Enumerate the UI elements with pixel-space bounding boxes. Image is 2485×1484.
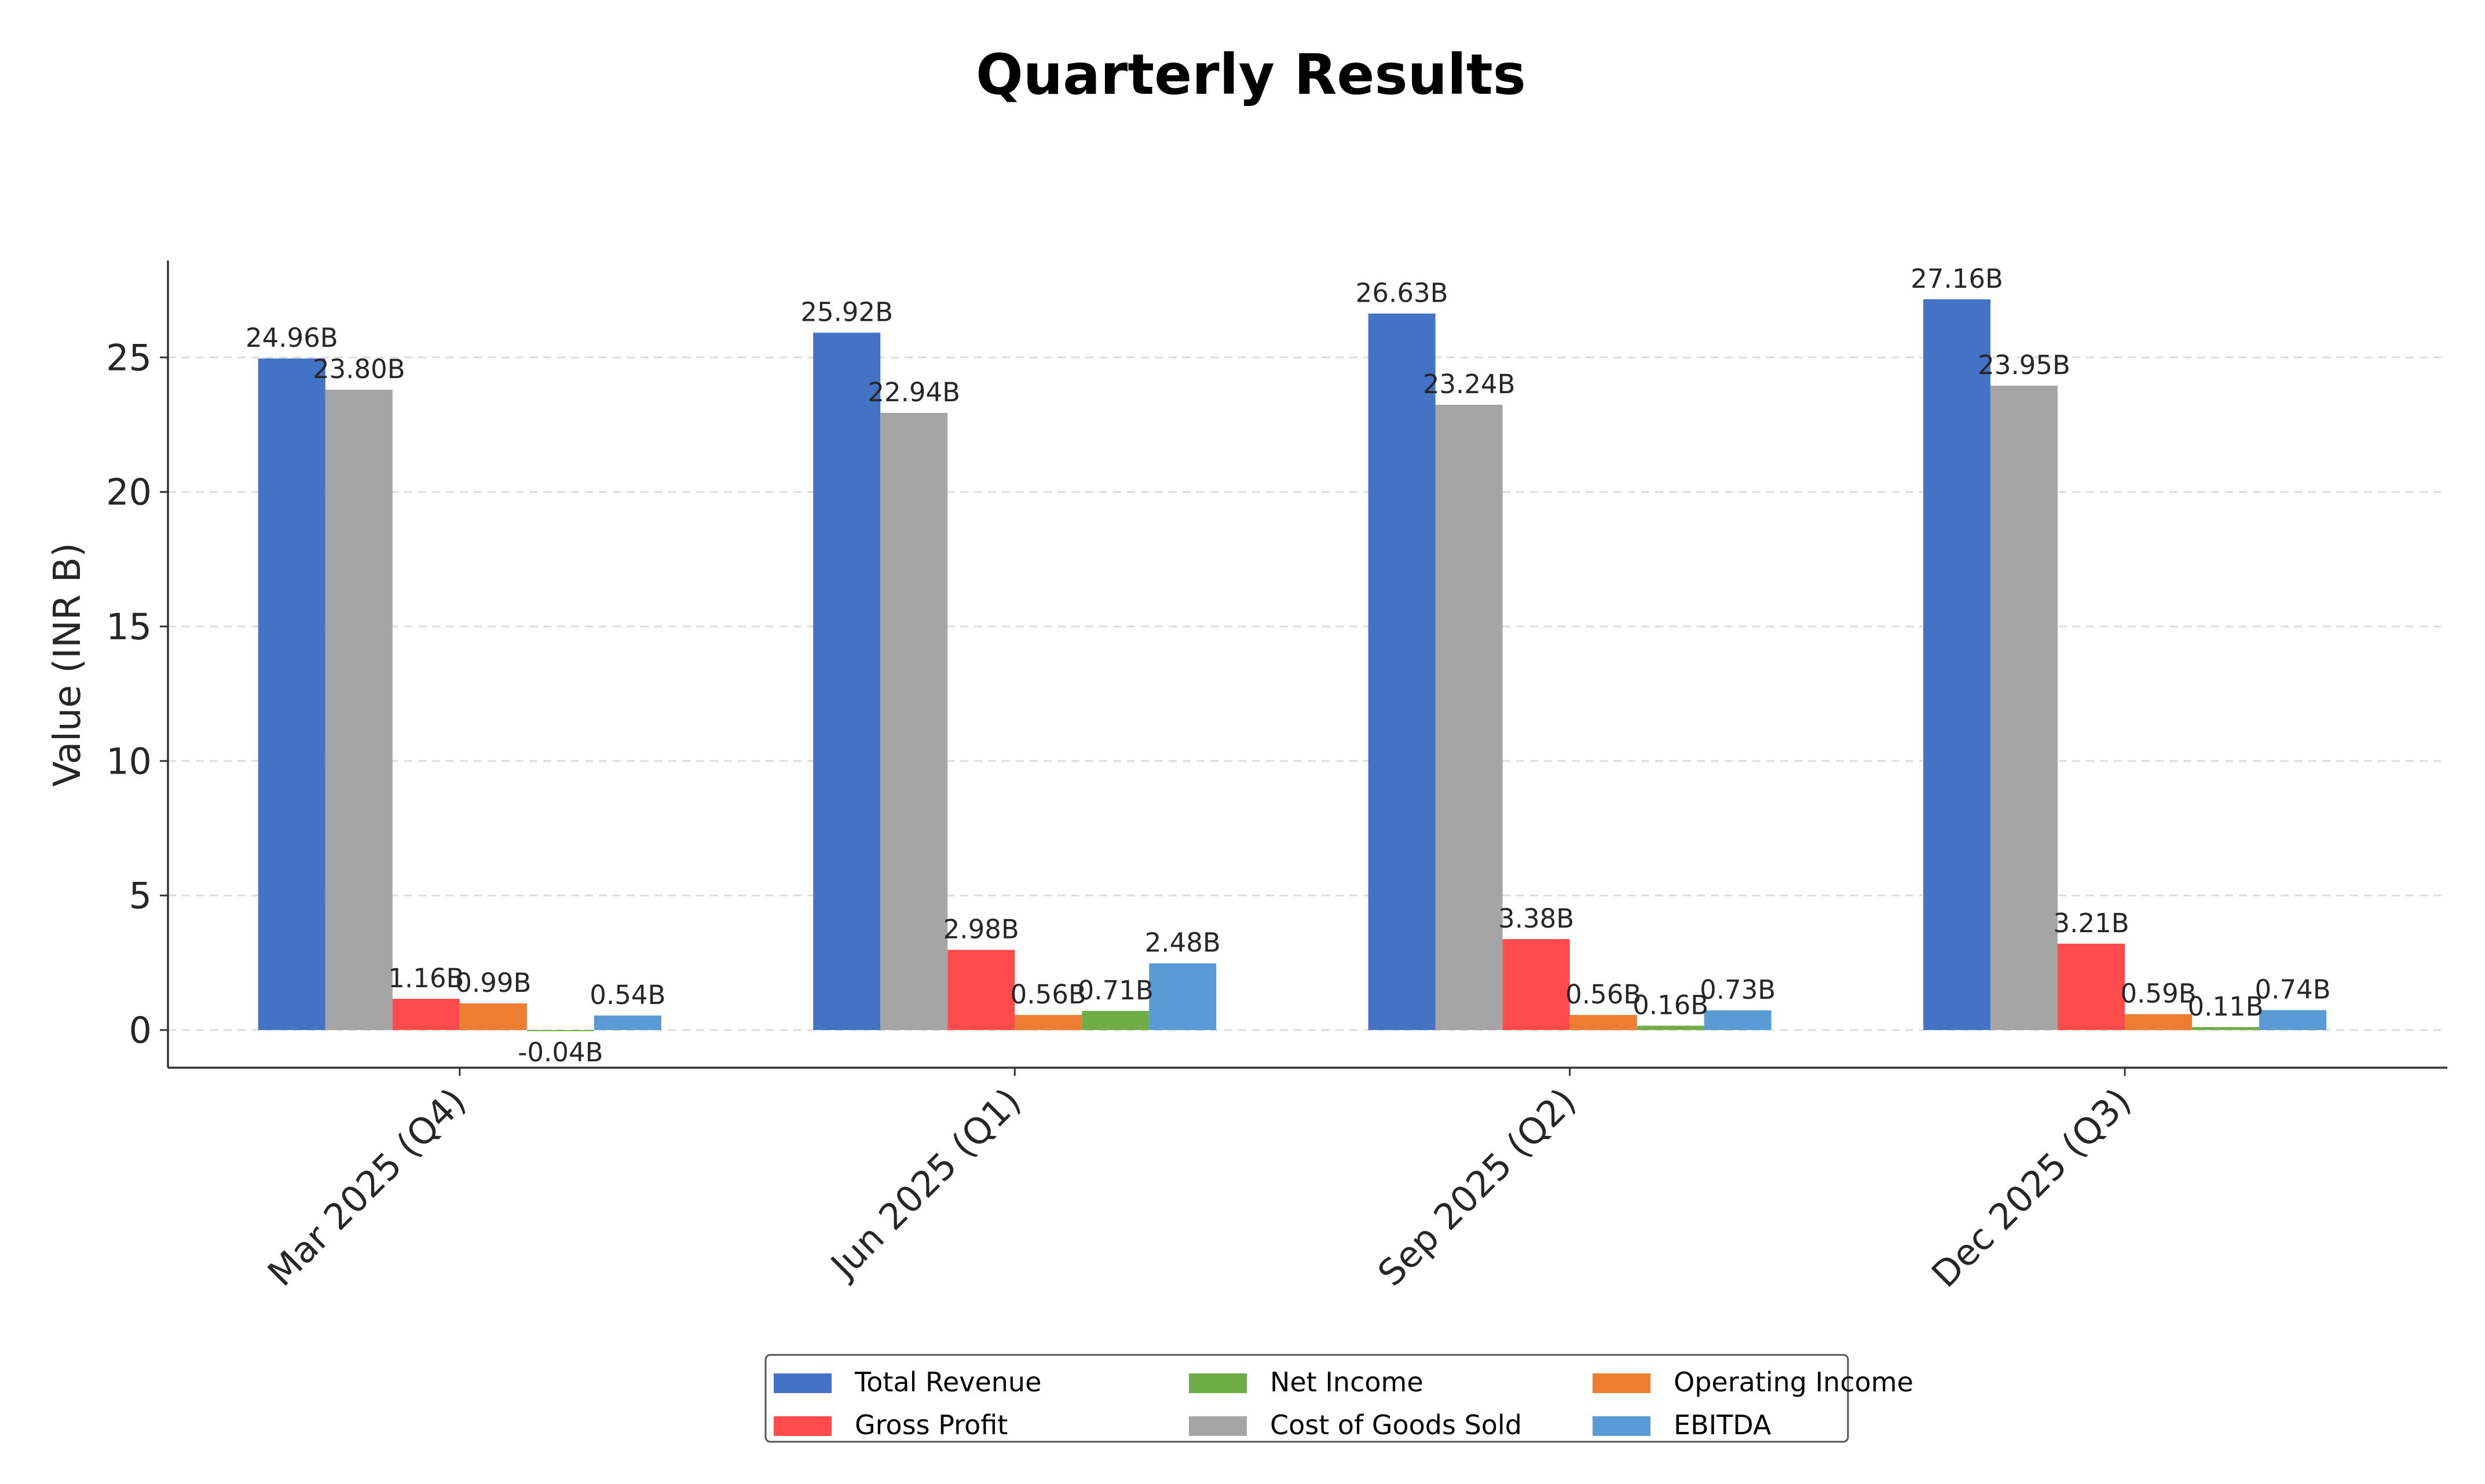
data-label: 0.71B — [1078, 975, 1154, 1006]
bar — [2192, 1027, 2260, 1030]
bar — [2259, 1010, 2327, 1030]
bar — [947, 950, 1015, 1030]
legend-label: EBITDA — [1674, 1409, 1772, 1441]
bar — [813, 332, 881, 1030]
data-label: 0.11B — [2188, 991, 2264, 1022]
data-label: 26.63B — [1356, 278, 1448, 309]
bar — [392, 999, 460, 1030]
bar — [526, 1029, 594, 1031]
legend-swatch — [1593, 1416, 1650, 1436]
bar — [2125, 1014, 2193, 1030]
data-label: 0.16B — [1633, 990, 1708, 1021]
bar — [2058, 943, 2125, 1030]
bar — [1990, 386, 2058, 1030]
bar — [325, 390, 393, 1030]
data-label: 2.98B — [943, 914, 1019, 944]
x-tick-label: Sep 2025 (Q2) — [1370, 1080, 1584, 1294]
data-label: 3.38B — [1498, 903, 1574, 934]
data-label: 0.56B — [1565, 979, 1641, 1010]
legend-swatch — [774, 1416, 832, 1436]
gridlines — [168, 356, 2447, 1031]
legend: Total Revenue Gross Profit Net Income Cost … — [764, 1354, 1913, 1443]
legend-swatch — [1593, 1373, 1650, 1393]
data-label: 23.24B — [1423, 369, 1516, 400]
bar — [1015, 1014, 1082, 1030]
legend-frame — [764, 1354, 1849, 1443]
data-label: 3.21B — [2054, 908, 2129, 939]
y-tick-label: 5 — [129, 875, 152, 917]
bar — [1435, 405, 1503, 1030]
data-label: 25.92B — [800, 297, 893, 328]
x-tick-label: Mar 2025 (Q4) — [259, 1080, 474, 1294]
data-label: 23.95B — [1978, 350, 2070, 380]
data-label: 24.96B — [246, 323, 338, 353]
chart-title: Quarterly Results — [976, 42, 1526, 107]
bars — [258, 299, 2327, 1031]
bar — [1704, 1010, 1772, 1030]
data-label: 0.73B — [1700, 974, 1776, 1005]
x-tick-label: Jun 2025 (Q1) — [821, 1080, 1029, 1288]
y-tick-label: 25 — [106, 336, 152, 379]
x-ticks: Mar 2025 (Q4) Jun 2025 (Q1) Sep 2025 (Q2) D… — [259, 1068, 2139, 1296]
legend-label: Gross Profit — [855, 1409, 1008, 1441]
legend-label: Operating Income — [1674, 1366, 1913, 1398]
axes — [167, 261, 2447, 1069]
legend-label: Net Income — [1270, 1366, 1423, 1398]
data-label: 0.74B — [2255, 974, 2331, 1005]
y-tick-label: 20 — [106, 471, 152, 514]
bar — [1502, 939, 1570, 1030]
y-tick-label: 10 — [106, 740, 152, 782]
bar — [1368, 313, 1436, 1030]
legend-swatch — [774, 1373, 832, 1393]
bar — [594, 1015, 661, 1030]
data-label: 0.59B — [2121, 979, 2197, 1009]
bar — [459, 1003, 527, 1030]
data-label: 23.80B — [313, 354, 405, 384]
legend-label: Cost of Goods Sold — [1270, 1409, 1522, 1441]
bar — [1637, 1025, 1704, 1030]
data-label: 22.94B — [868, 377, 960, 408]
bar — [880, 413, 948, 1030]
bar — [1569, 1014, 1637, 1030]
legend-swatch — [1189, 1373, 1247, 1393]
data-label: 0.56B — [1011, 979, 1086, 1010]
data-label: 0.99B — [455, 968, 531, 998]
data-label: 0.54B — [590, 980, 665, 1010]
x-tick-label: Dec 2025 (Q3) — [1923, 1080, 2139, 1296]
y-tick-label: 0 — [129, 1009, 152, 1051]
bar — [1149, 963, 1217, 1030]
data-label: 27.16B — [1911, 263, 2003, 294]
legend-swatch — [1189, 1416, 1247, 1436]
data-label: 1.16B — [388, 963, 464, 994]
bar — [1082, 1010, 1150, 1030]
y-tick-label: 15 — [106, 606, 152, 648]
legend-label: Total Revenue — [854, 1366, 1041, 1398]
y-axis-label: Value (INR B) — [46, 543, 89, 787]
y-ticks: 0 5 10 15 20 25 — [106, 336, 168, 1051]
bar — [258, 358, 325, 1030]
data-label: -0.04B — [518, 1037, 603, 1068]
data-label: 2.48B — [1145, 928, 1221, 958]
bar — [1923, 299, 1991, 1030]
